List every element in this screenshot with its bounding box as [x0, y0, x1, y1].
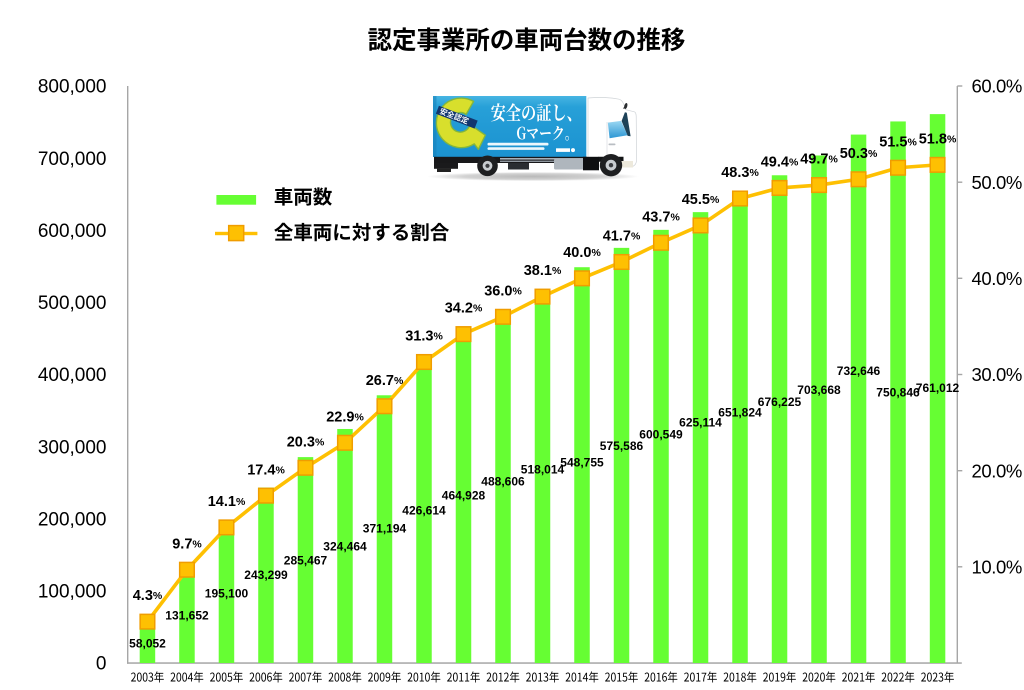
svg-text:31.3%: 31.3% [405, 329, 443, 345]
svg-text:40.0%: 40.0% [563, 245, 601, 261]
svg-text:22.9%: 22.9% [326, 409, 364, 425]
svg-text:625,114: 625,114 [679, 416, 722, 430]
svg-text:40.0%: 40.0% [972, 268, 1022, 289]
svg-text:400,000: 400,000 [38, 365, 107, 386]
svg-text:60.0%: 60.0% [972, 76, 1022, 97]
svg-text:45.5%: 45.5% [682, 192, 720, 208]
svg-text:676,225: 676,225 [758, 395, 802, 409]
svg-text:34.2%: 34.2% [445, 301, 483, 317]
svg-text:49.7%: 49.7% [800, 152, 838, 168]
svg-text:761,012: 761,012 [916, 381, 960, 395]
svg-text:9.7%: 9.7% [172, 536, 202, 552]
svg-text:30.0%: 30.0% [972, 364, 1022, 385]
svg-text:48.3%: 48.3% [721, 165, 759, 181]
svg-text:500,000: 500,000 [38, 293, 107, 314]
svg-text:700,000: 700,000 [38, 149, 107, 170]
svg-text:20.0%: 20.0% [972, 460, 1022, 481]
svg-text:50.3%: 50.3% [840, 146, 878, 162]
svg-text:732,646: 732,646 [837, 364, 881, 378]
svg-text:131,652: 131,652 [165, 608, 209, 622]
svg-text:750,846: 750,846 [876, 386, 920, 400]
svg-text:703,668: 703,668 [797, 383, 841, 397]
svg-text:195,100: 195,100 [205, 586, 249, 600]
svg-text:50.0%: 50.0% [972, 172, 1022, 193]
svg-text:100,000: 100,000 [38, 582, 107, 603]
svg-text:548,755: 548,755 [560, 455, 604, 469]
svg-text:17.4%: 17.4% [247, 462, 285, 478]
svg-text:651,824: 651,824 [718, 406, 762, 420]
svg-text:0: 0 [96, 654, 107, 675]
svg-text:371,194: 371,194 [363, 521, 407, 535]
svg-text:800,000: 800,000 [38, 77, 107, 98]
svg-text:464,928: 464,928 [442, 488, 486, 502]
svg-text:41.7%: 41.7% [603, 229, 641, 245]
svg-text:36.0%: 36.0% [484, 283, 522, 299]
svg-text:200,000: 200,000 [38, 510, 107, 531]
svg-text:600,549: 600,549 [639, 427, 683, 441]
svg-text:518,014: 518,014 [521, 462, 565, 476]
svg-text:14.1%: 14.1% [208, 494, 246, 510]
svg-text:243,299: 243,299 [244, 568, 288, 582]
svg-text:43.7%: 43.7% [642, 209, 680, 225]
svg-text:575,586: 575,586 [600, 439, 644, 453]
svg-text:488,606: 488,606 [481, 474, 525, 488]
svg-text:26.7%: 26.7% [366, 373, 404, 389]
svg-text:10.0%: 10.0% [972, 557, 1022, 578]
svg-text:600,000: 600,000 [38, 221, 107, 242]
svg-text:49.4%: 49.4% [761, 155, 799, 171]
svg-text:51.8%: 51.8% [919, 132, 957, 148]
svg-text:20.3%: 20.3% [287, 434, 325, 450]
svg-text:426,614: 426,614 [402, 503, 446, 517]
svg-text:51.5%: 51.5% [879, 134, 917, 150]
svg-text:58,052: 58,052 [129, 636, 166, 650]
svg-text:38.1%: 38.1% [524, 263, 562, 279]
svg-text:285,467: 285,467 [284, 553, 328, 567]
svg-text:300,000: 300,000 [38, 437, 107, 458]
svg-text:324,464: 324,464 [323, 539, 367, 553]
svg-text:4.3%: 4.3% [133, 588, 163, 604]
